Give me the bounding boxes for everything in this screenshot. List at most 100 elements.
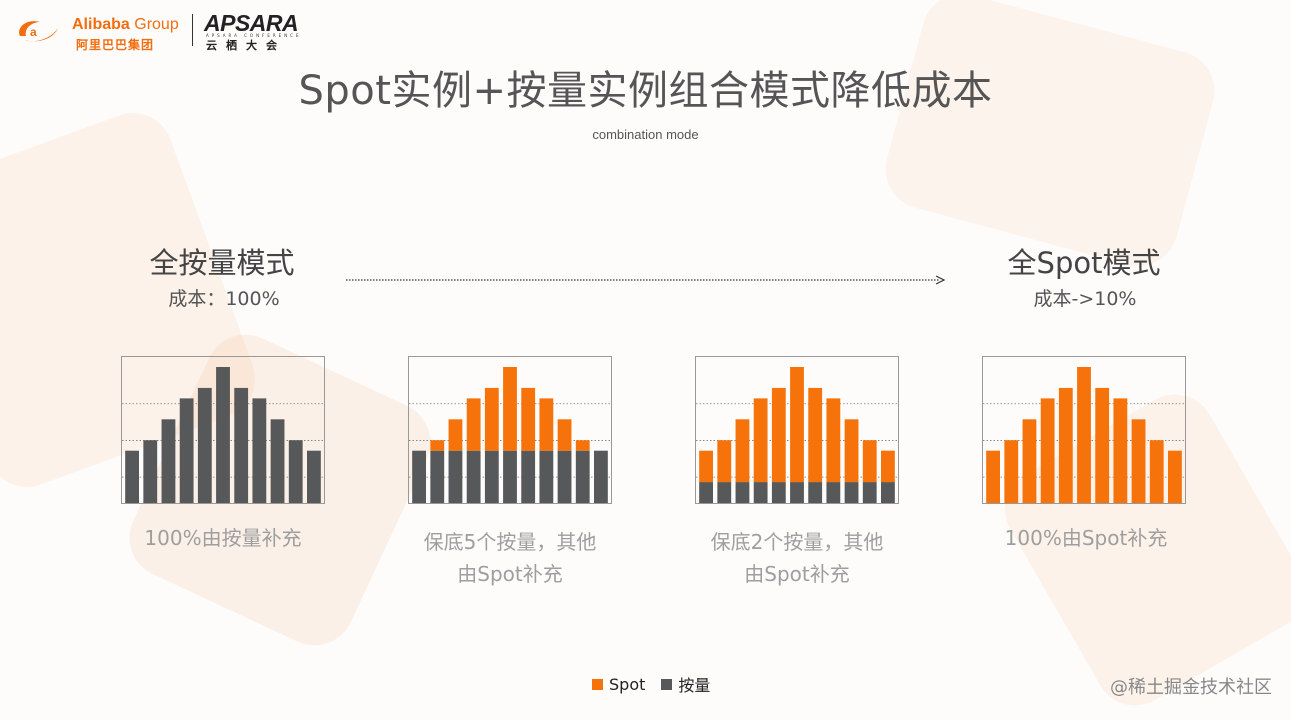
bar-spot xyxy=(1131,419,1146,503)
apsara-conference-text: APSARA CONFERENCE xyxy=(206,33,302,38)
bar-spot xyxy=(1022,419,1037,503)
bar-spot xyxy=(1058,387,1073,503)
bar-ondemand xyxy=(125,450,139,503)
bar-spot xyxy=(986,450,1000,503)
right-mode-cost: 成本->10% xyxy=(1033,288,1137,310)
bar-ondemand xyxy=(844,482,859,503)
bar-ondemand xyxy=(521,450,536,503)
bar-ondemand xyxy=(179,398,194,503)
bar-ondemand xyxy=(288,440,303,503)
caption-line: 由Spot补充 xyxy=(744,562,850,586)
bar-ondemand xyxy=(557,450,572,503)
bar-ondemand xyxy=(881,482,895,503)
right-mode-title: 全Spot模式 xyxy=(1007,246,1161,280)
bar-spot xyxy=(484,387,499,451)
chart-caption: 保底2个按量，其他 由Spot补充 xyxy=(657,526,937,590)
bar-ondemand xyxy=(252,398,267,503)
bar-spot xyxy=(826,398,841,483)
bar-ondemand xyxy=(735,482,750,503)
bar-spot xyxy=(575,440,590,451)
header-logos: a Alibaba Group 阿里巴巴集团 APSARA APSARA CON… xyxy=(14,10,304,52)
legend-label-spot: Spot xyxy=(609,674,646,694)
bar-ondemand xyxy=(862,482,877,503)
bar-spot xyxy=(430,440,445,451)
chart-frame xyxy=(982,356,1186,504)
bar-ondemand xyxy=(430,450,445,503)
bar-ondemand xyxy=(143,440,158,503)
bar-ondemand xyxy=(771,482,786,503)
bar-spot xyxy=(557,419,572,451)
chart-frame xyxy=(695,356,899,504)
bar-spot xyxy=(448,419,463,451)
bar-ondemand xyxy=(234,387,249,503)
bar-spot xyxy=(790,367,804,483)
bar-ondemand xyxy=(503,450,517,503)
bar-ondemand xyxy=(790,482,804,503)
caption-line: 100%由按量补充 xyxy=(144,526,302,550)
alibaba-wordmark: Alibaba Group xyxy=(72,16,179,34)
bar-spot xyxy=(1113,398,1128,503)
bar-spot xyxy=(881,450,895,483)
bar-spot xyxy=(521,387,536,451)
bar-ondemand xyxy=(197,387,212,503)
bar-ondemand xyxy=(307,450,321,503)
bar-ondemand xyxy=(717,482,732,503)
bar-ondemand xyxy=(594,450,608,503)
alibaba-cn-wordmark: 阿里巴巴集团 xyxy=(76,38,155,52)
slide-subtitle: combination mode xyxy=(592,127,699,142)
legend-item-ondemand: 按量 xyxy=(661,672,710,696)
alibaba-group: Group xyxy=(134,16,179,33)
yunqi-conference-text: 云栖大会 xyxy=(206,39,286,52)
chart-all-spot xyxy=(982,356,1186,504)
bar-ondemand xyxy=(575,450,590,503)
bar-spot xyxy=(1040,398,1055,503)
legend-item-spot: Spot xyxy=(592,675,645,694)
caption-line: 保底5个按量，其他 xyxy=(423,530,597,554)
alibaba-name: Alibaba xyxy=(72,16,130,33)
chart-caption: 保底5个按量，其他 由Spot补充 xyxy=(370,526,650,590)
slide-title: Spot实例+按量实例组合模式降低成本 xyxy=(298,68,993,114)
bar-ondemand xyxy=(699,482,713,503)
chart-base2-ondemand xyxy=(695,356,899,504)
bar-ondemand xyxy=(466,450,481,503)
caption-line: 100%由Spot补充 xyxy=(1004,526,1168,550)
bar-spot xyxy=(466,398,481,451)
caption-line: 保底2个按量，其他 xyxy=(710,530,884,554)
watermark: @稀土掘金技术社区 xyxy=(1110,677,1272,698)
left-mode-cost: 成本：100% xyxy=(168,288,280,310)
bar-ondemand xyxy=(448,450,463,503)
alibaba-logo-icon: a xyxy=(19,21,58,42)
chart-frame xyxy=(121,356,325,504)
bar-ondemand xyxy=(753,482,768,503)
legend-swatch-ondemand xyxy=(661,678,673,690)
bar-spot xyxy=(1077,367,1091,503)
bar-ondemand xyxy=(539,450,554,503)
chart-caption: 100%由按量补充 xyxy=(83,522,363,554)
bar-ondemand xyxy=(161,419,176,503)
bar-spot xyxy=(771,387,786,483)
bar-ondemand xyxy=(216,367,230,503)
bar-ondemand xyxy=(826,482,841,503)
chart-all-ondemand xyxy=(121,356,325,504)
bar-spot xyxy=(699,450,713,483)
apsara-logo: APSARA xyxy=(204,10,299,36)
left-mode-title: 全按量模式 xyxy=(149,246,295,280)
chart-caption: 100%由Spot补充 xyxy=(946,522,1226,554)
bar-spot xyxy=(753,398,768,483)
transition-arrow xyxy=(346,275,946,285)
chart-legend: Spot 按量 xyxy=(592,673,726,695)
bar-spot xyxy=(539,398,554,451)
svg-text:a: a xyxy=(30,25,37,39)
bar-spot xyxy=(862,440,877,483)
bar-spot xyxy=(1095,387,1110,503)
bar-ondemand xyxy=(484,450,499,503)
legend-swatch-spot xyxy=(592,678,603,690)
chart-frame xyxy=(408,356,612,504)
bar-spot xyxy=(1004,440,1019,503)
bar-ondemand xyxy=(270,419,285,503)
caption-line: 由Spot补充 xyxy=(457,562,563,586)
bar-spot xyxy=(717,440,732,483)
bar-ondemand xyxy=(808,482,823,503)
bar-spot xyxy=(844,419,859,483)
bar-spot xyxy=(735,419,750,483)
